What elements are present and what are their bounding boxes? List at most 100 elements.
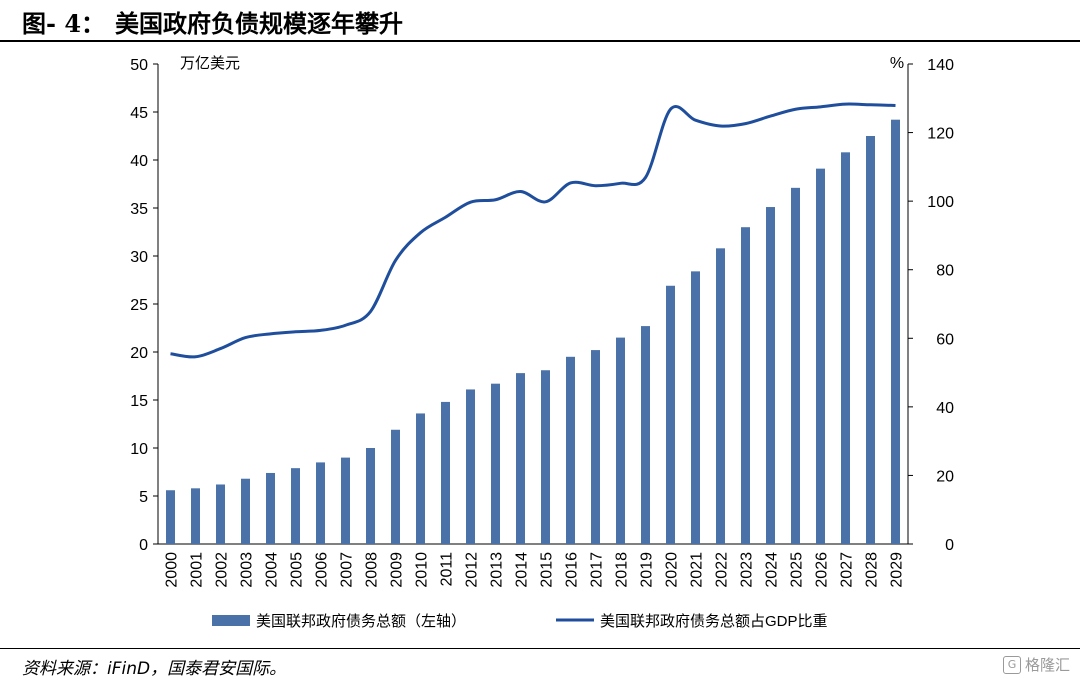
bar-2027 <box>841 152 850 544</box>
x-tick-label-2003: 2003 <box>239 552 256 588</box>
x-tick-label-2028: 2028 <box>864 552 881 588</box>
y-left-tick-label: 40 <box>130 153 148 170</box>
y-left-tick-label: 20 <box>130 345 148 362</box>
line-debt-to-gdp <box>170 102 896 359</box>
bar-2004 <box>266 472 275 544</box>
bar-2008 <box>366 448 375 544</box>
source-note: 资料来源：iFinD，国泰君安国际。 <box>22 659 287 679</box>
bar-2002 <box>216 484 225 544</box>
x-tick-label-2004: 2004 <box>264 552 281 588</box>
x-tick-label-2021: 2021 <box>689 552 706 588</box>
x-tick-label-2005: 2005 <box>289 552 306 588</box>
legend: 美国联邦政府债务总额（左轴） 美国联邦政府债务总额占GDP比重 <box>212 613 828 630</box>
bar-2010 <box>416 413 425 544</box>
bar-2011 <box>441 401 450 544</box>
x-tick-label-2007: 2007 <box>339 552 356 588</box>
bar-2023 <box>741 227 750 544</box>
bar-2019 <box>641 326 650 544</box>
x-tick-label-2009: 2009 <box>389 552 406 588</box>
x-tick-label-2023: 2023 <box>739 552 756 588</box>
figure-title-row: 图- 4： 美国政府负债规模逐年攀升 <box>22 4 403 38</box>
watermark-logo-icon: G <box>1002 655 1021 674</box>
y-right-axis-label: % <box>890 55 904 72</box>
bar-2007 <box>341 457 350 544</box>
bar-2009 <box>391 429 400 544</box>
top-rule <box>0 40 1080 42</box>
y-left-tick-label: 50 <box>130 57 148 74</box>
y-right-tick-label: 140 <box>927 57 954 74</box>
y-left-tick-label: 5 <box>139 489 148 506</box>
y-right-tick-label: 60 <box>936 331 954 348</box>
bar-2012 <box>466 389 475 544</box>
y-tick-labels: 0 5 10 15 20 25 30 35 40 45 50 0 20 40 60 80 100 120 140 <box>130 57 954 554</box>
y-left-tick-label: 35 <box>130 201 148 218</box>
x-tick-label-2015: 2015 <box>539 552 556 588</box>
x-tick-label-2020: 2020 <box>664 552 681 588</box>
y-left-axis-label: 万亿美元 <box>180 55 240 72</box>
bar-2014 <box>516 373 525 544</box>
y-right-tick-label: 120 <box>927 126 954 143</box>
x-tick-label-2027: 2027 <box>839 552 856 588</box>
y-left-tick-label: 45 <box>130 105 148 122</box>
y-left-tick-label: 15 <box>130 393 148 410</box>
y-left-tick-label: 10 <box>130 441 148 458</box>
x-tick-label-2006: 2006 <box>314 552 331 588</box>
x-tick-label-2013: 2013 <box>489 552 506 588</box>
bottom-rule <box>0 648 1080 649</box>
x-tick-label-2019: 2019 <box>639 552 656 588</box>
bar-2020 <box>666 285 675 544</box>
x-tick-label-2026: 2026 <box>814 552 831 588</box>
x-tick-label-2000: 2000 <box>164 552 181 588</box>
x-tick-label-2017: 2017 <box>589 552 606 588</box>
y-right-tick-label: 20 <box>936 468 954 485</box>
legend-bar-label: 美国联邦政府债务总额（左轴） <box>256 613 466 630</box>
x-tick-label-2001: 2001 <box>189 552 206 588</box>
bar-2017 <box>591 350 600 544</box>
bar-2005 <box>291 468 300 544</box>
legend-bar-swatch <box>212 615 250 626</box>
x-tick-label-2012: 2012 <box>464 552 481 588</box>
line-series <box>170 102 896 359</box>
bar-2006 <box>316 462 325 544</box>
bar-2022 <box>716 248 725 544</box>
bar-2018 <box>616 337 625 544</box>
bar-2029 <box>891 119 900 545</box>
x-tick-label-2008: 2008 <box>364 552 381 588</box>
y-right-tick-label: 40 <box>936 400 954 417</box>
bar-2025 <box>791 187 800 544</box>
figure-label: 图- 4： <box>22 8 106 38</box>
bar-2026 <box>816 168 825 544</box>
chart: 2000 2001 2002 2003 2004 2005 2006 2007 2008 2009… <box>130 55 954 630</box>
figure-title: 美国政府负债规模逐年攀升 <box>115 8 404 38</box>
x-tick-label-2011: 2011 <box>439 552 456 587</box>
x-tick-labels: 2000 2001 2002 2003 2004 2005 2006 2007 2008 2009… <box>164 552 906 588</box>
x-tick-label-2024: 2024 <box>764 552 781 588</box>
legend-line-label: 美国联邦政府债务总额占GDP比重 <box>600 613 828 630</box>
x-tick-label-2022: 2022 <box>714 552 731 588</box>
y-right-tick-label: 80 <box>936 263 954 280</box>
y-left-tick-label: 25 <box>130 297 148 314</box>
x-tick-label-2018: 2018 <box>614 552 631 588</box>
x-tick-label-2029: 2029 <box>889 552 906 588</box>
bar-2001 <box>191 488 200 544</box>
x-tick-label-2002: 2002 <box>214 552 231 588</box>
y-left-tick-label: 0 <box>139 537 148 554</box>
bar-2013 <box>491 383 500 544</box>
bar-2003 <box>241 478 250 544</box>
bar-2024 <box>766 207 775 545</box>
bar-series <box>166 119 900 545</box>
watermark-text: 格隆汇 <box>1024 656 1070 674</box>
y-right-tick-label: 0 <box>945 537 954 554</box>
y-right-tick-label: 100 <box>927 194 954 211</box>
x-tick-label-2016: 2016 <box>564 552 581 588</box>
bar-2015 <box>541 370 550 544</box>
bar-2028 <box>866 136 875 544</box>
watermark: G 格隆汇 <box>1002 654 1070 675</box>
bar-2021 <box>691 271 700 544</box>
bar-2016 <box>566 356 575 544</box>
y-left-tick-label: 30 <box>130 249 148 266</box>
x-tick-label-2014: 2014 <box>514 552 531 588</box>
x-tick-label-2010: 2010 <box>414 552 431 588</box>
bar-2000 <box>166 490 175 544</box>
axes <box>153 63 913 545</box>
